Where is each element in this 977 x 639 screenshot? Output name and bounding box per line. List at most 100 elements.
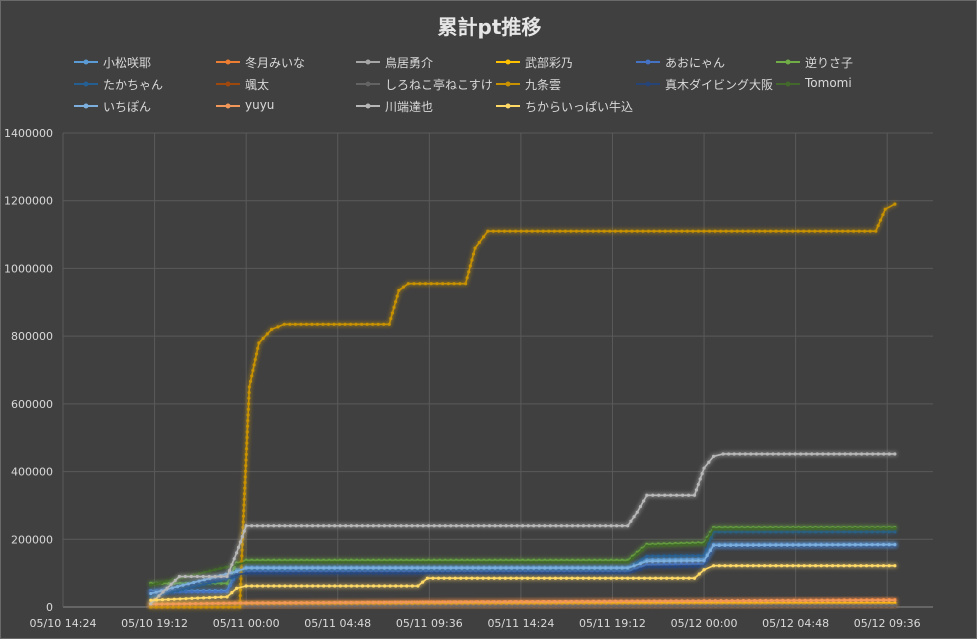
data-point bbox=[637, 576, 641, 580]
data-point bbox=[645, 554, 649, 558]
data-point bbox=[482, 524, 486, 528]
data-point bbox=[410, 600, 414, 604]
data-point bbox=[435, 604, 439, 608]
data-point bbox=[854, 601, 858, 605]
data-point bbox=[425, 576, 430, 580]
data-point bbox=[573, 604, 577, 608]
data-point bbox=[471, 560, 475, 564]
data-point bbox=[619, 599, 623, 603]
data-point bbox=[702, 229, 706, 233]
data-point bbox=[685, 564, 689, 569]
data-point bbox=[487, 566, 492, 570]
data-point bbox=[333, 571, 337, 575]
data-point bbox=[245, 441, 249, 445]
data-point bbox=[540, 604, 544, 608]
data-point bbox=[711, 454, 716, 458]
data-point bbox=[887, 604, 891, 608]
data-point bbox=[661, 604, 665, 608]
data-point bbox=[501, 604, 506, 608]
data-point bbox=[631, 576, 635, 580]
data-point bbox=[305, 560, 309, 564]
data-point bbox=[788, 452, 792, 456]
data-point bbox=[376, 322, 380, 326]
data-point bbox=[853, 543, 857, 547]
data-point bbox=[184, 590, 188, 594]
data-point bbox=[863, 229, 867, 233]
data-point bbox=[802, 543, 806, 547]
data-point bbox=[700, 472, 704, 476]
data-point bbox=[820, 598, 824, 603]
data-point bbox=[255, 601, 259, 605]
data-point bbox=[521, 560, 525, 564]
data-point bbox=[887, 598, 891, 602]
data-point bbox=[546, 604, 550, 608]
data-point bbox=[832, 601, 836, 605]
data-point bbox=[682, 601, 686, 605]
data-point bbox=[791, 229, 795, 233]
data-point bbox=[548, 566, 552, 570]
data-point bbox=[438, 571, 442, 575]
data-point bbox=[443, 524, 447, 528]
data-point bbox=[382, 560, 387, 564]
data-point bbox=[344, 584, 348, 588]
data-point bbox=[696, 562, 700, 566]
data-point bbox=[388, 566, 392, 570]
data-point bbox=[553, 576, 557, 580]
data-point bbox=[266, 560, 270, 564]
data-point bbox=[580, 229, 584, 233]
data-point bbox=[195, 574, 199, 579]
data-point bbox=[598, 571, 602, 575]
data-point bbox=[762, 564, 767, 568]
data-point bbox=[673, 565, 678, 569]
data-point bbox=[691, 554, 695, 558]
data-point bbox=[170, 578, 174, 582]
data-point bbox=[673, 543, 678, 547]
data-point bbox=[752, 229, 756, 233]
data-point bbox=[232, 557, 236, 561]
x-tick-label: 05/12 09:36 bbox=[854, 617, 921, 630]
data-point bbox=[225, 574, 229, 579]
data-point bbox=[181, 583, 185, 587]
data-point bbox=[430, 604, 434, 608]
data-point bbox=[265, 332, 269, 336]
data-point bbox=[711, 543, 716, 547]
data-point bbox=[802, 564, 806, 568]
data-point bbox=[591, 229, 595, 233]
data-point bbox=[876, 224, 880, 228]
data-point bbox=[202, 582, 207, 586]
data-point bbox=[393, 600, 397, 604]
data-point bbox=[255, 566, 259, 570]
data-point bbox=[842, 564, 846, 568]
data-point bbox=[751, 543, 755, 547]
data-point bbox=[415, 524, 420, 528]
data-point bbox=[197, 571, 201, 576]
data-point bbox=[734, 564, 738, 568]
data-point bbox=[626, 524, 630, 528]
data-point bbox=[459, 600, 463, 604]
legend-marker bbox=[636, 81, 660, 87]
data-point bbox=[581, 576, 585, 580]
data-point bbox=[386, 604, 390, 608]
data-point bbox=[887, 543, 891, 547]
data-point bbox=[730, 229, 734, 233]
data-point bbox=[777, 604, 781, 608]
data-point bbox=[532, 560, 536, 564]
data-point bbox=[598, 560, 602, 564]
series-line bbox=[150, 545, 895, 594]
data-point bbox=[476, 560, 481, 564]
data-point bbox=[864, 543, 869, 547]
data-point bbox=[177, 574, 181, 579]
data-point bbox=[717, 543, 721, 547]
data-point bbox=[207, 596, 212, 600]
data-point bbox=[178, 590, 182, 594]
series-6 bbox=[149, 530, 897, 599]
data-point bbox=[730, 599, 734, 603]
data-point bbox=[876, 598, 880, 602]
data-point bbox=[421, 600, 425, 604]
data-point bbox=[276, 325, 280, 329]
data-point bbox=[762, 527, 767, 531]
legend-label: Tomomi bbox=[805, 76, 852, 90]
data-point bbox=[685, 229, 689, 233]
data-point bbox=[389, 317, 393, 321]
data-point bbox=[199, 605, 203, 609]
